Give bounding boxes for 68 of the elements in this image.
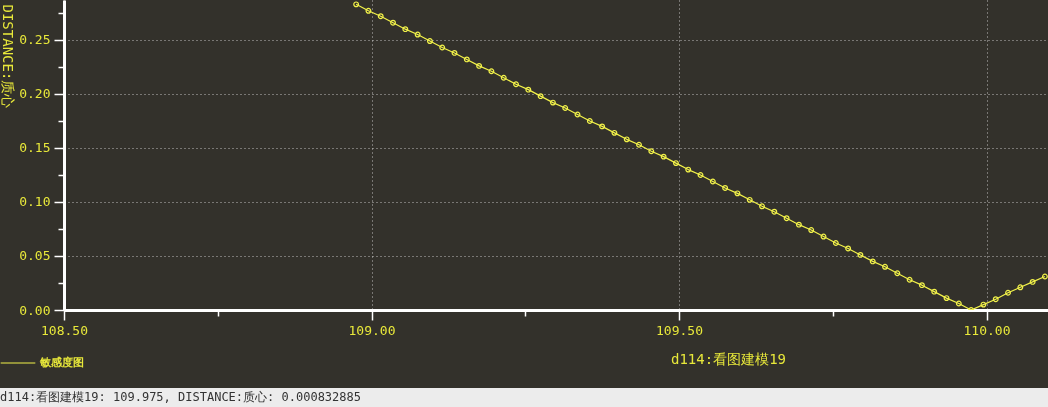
- point: [869, 258, 876, 265]
- y-axis-title: DISTANCE:质心: [0, 4, 16, 109]
- point: [525, 86, 532, 93]
- x-tick-label: 109.00: [348, 322, 396, 338]
- point: [882, 263, 888, 270]
- point: [365, 7, 372, 14]
- point: [894, 270, 901, 277]
- y-tick-label: 0.00: [19, 302, 51, 318]
- text: d114:看图建模19: 109.975, DISTANCE:质心: 0.000832885: [0, 388, 1048, 407]
- point: [1017, 284, 1024, 291]
- point: [439, 44, 446, 51]
- point: [623, 136, 630, 143]
- point: [943, 295, 950, 302]
- point: [636, 141, 642, 148]
- point: [722, 185, 729, 191]
- point: [414, 31, 421, 38]
- x-tick-label: 110.00: [963, 322, 1011, 338]
- point: [426, 38, 433, 44]
- point: [402, 26, 409, 33]
- x-axis-title: d114:看图建模19: [670, 350, 787, 367]
- point: [672, 160, 679, 167]
- point: [488, 68, 495, 75]
- point: [390, 19, 396, 26]
- point: [759, 203, 765, 210]
- point: [685, 166, 692, 173]
- point: [586, 118, 593, 124]
- point: [980, 301, 987, 308]
- point: [808, 227, 815, 234]
- legend-label: 敏感度图: [39, 356, 84, 369]
- point: [513, 81, 519, 88]
- point: [795, 221, 802, 228]
- point: [463, 56, 470, 63]
- point: [746, 196, 753, 203]
- point: [709, 178, 716, 185]
- point: [537, 93, 544, 100]
- y-tick-label: 0.15: [19, 140, 51, 156]
- point: [771, 208, 778, 215]
- point: [574, 111, 581, 118]
- point: [1005, 289, 1011, 296]
- point: [857, 251, 864, 258]
- point: [500, 74, 507, 81]
- y-tick-label: 0.10: [19, 194, 51, 210]
- point: [1029, 278, 1036, 285]
- point: [906, 276, 913, 283]
- point: [918, 282, 925, 289]
- point: [734, 190, 741, 197]
- point: [992, 296, 999, 303]
- x-tick-label: 109.50: [656, 322, 703, 338]
- point: [660, 153, 667, 160]
- point: [377, 13, 384, 20]
- y-tick-label: 0.05: [19, 248, 51, 264]
- point: [955, 300, 962, 307]
- point: [451, 49, 458, 56]
- point: [549, 99, 556, 106]
- point: [599, 123, 606, 130]
- y-tick-label: 0.20: [19, 86, 51, 102]
- point: [611, 129, 618, 136]
- point: [820, 233, 827, 240]
- point: [476, 62, 483, 69]
- point: [783, 215, 790, 222]
- point: [697, 172, 704, 178]
- point: [931, 288, 938, 295]
- point: [845, 245, 852, 252]
- point: [562, 105, 569, 111]
- point: [832, 240, 839, 246]
- point: [648, 148, 655, 155]
- y-tick-label: 0.25: [19, 32, 51, 48]
- x-tick-label: 108.50: [41, 322, 88, 338]
